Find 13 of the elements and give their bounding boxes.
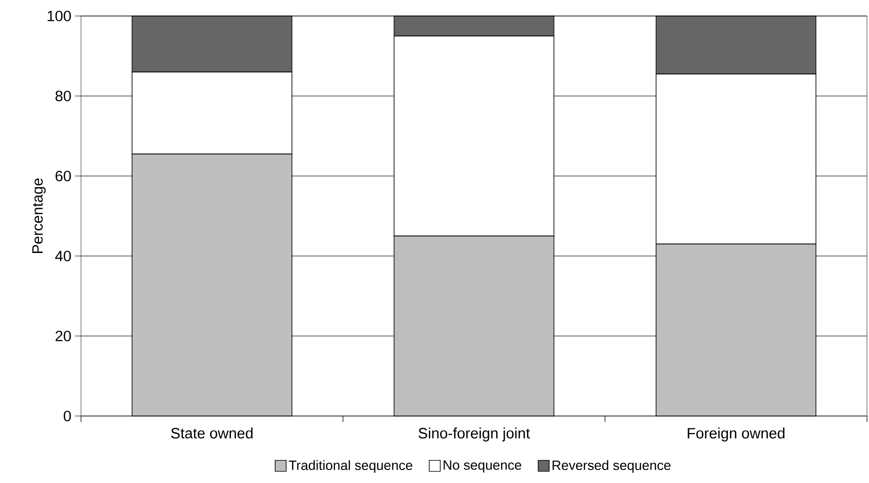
x-tick-label: Sino-foreign joint [418,428,530,442]
x-tick-label: State owned [171,428,253,438]
legend-label: Traditional sequence [288,460,412,473]
y-tick-label: 40 [55,250,71,262]
x-tick-label: Foreign owned [688,428,784,442]
y-axis-title: Percentage [32,178,46,253]
legend-label: No sequence [444,460,522,472]
y-tick-label: 80 [56,90,71,102]
legend-label: Reversed sequence [552,460,671,473]
y-tick-label: 60 [56,170,71,182]
y-tick-label: 20 [56,330,71,342]
y-tick-label: 0 [64,410,71,422]
y-tick-label: 100 [48,10,71,22]
